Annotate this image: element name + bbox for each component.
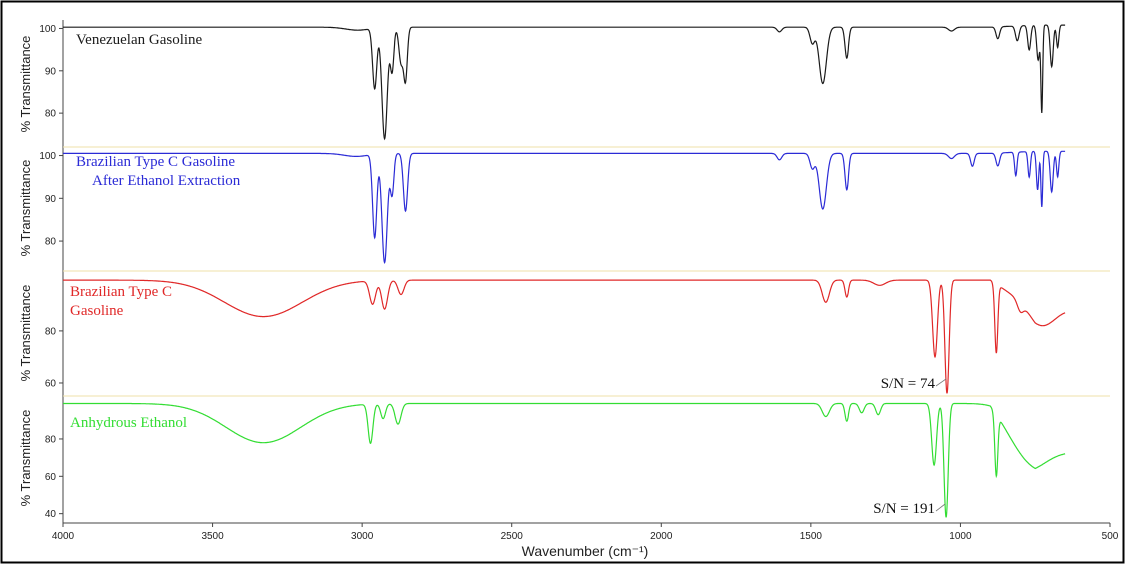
- x-tick-label: 4000: [52, 531, 75, 542]
- y-axis-ticks: 80 90 100 80 90 100 60 80 40 60 80: [39, 24, 63, 520]
- y-axis-label-p4: % Transmittance: [18, 410, 33, 507]
- annotation-leader-p3: [935, 378, 947, 387]
- x-tick-label: 3000: [351, 531, 374, 542]
- x-tick-label: 2500: [501, 531, 524, 542]
- y-tick-label-p4: 40: [45, 509, 57, 520]
- series-label-p4: Anhydrous Ethanol: [70, 415, 187, 431]
- series-label-p2: After Ethanol Extraction: [92, 173, 241, 189]
- y-tick-label-p4: 60: [45, 472, 57, 483]
- x-axis-ticks: 4000 3500 3000 2500 2000 1500 1000 500: [52, 523, 1119, 542]
- spectra-series: [63, 24, 1066, 518]
- y-axis-label-p1: % Transmittance: [18, 36, 33, 133]
- spectrum-line-p1: [63, 24, 1066, 141]
- series-label-p2: Brazilian Type C Gasoline: [76, 154, 235, 170]
- y-tick-label-p2: 90: [45, 194, 57, 205]
- spectrum-line-p2: [63, 150, 1066, 264]
- series-labels: Venezuelan Gasoline Brazilian Type C Gaso…: [70, 32, 241, 431]
- y-tick-label-p4: 80: [45, 434, 57, 445]
- x-axis-label: Wavenumber (cm⁻¹): [522, 543, 649, 559]
- y-tick-label-p1: 90: [45, 66, 57, 77]
- x-tick-label: 1000: [949, 531, 972, 542]
- y-tick-label-p2: 100: [39, 151, 56, 162]
- annotation-text-p4: S/N = 191: [873, 501, 935, 517]
- y-tick-label-p3: 80: [45, 326, 57, 337]
- y-axis-label-p3: % Transmittance: [18, 285, 33, 382]
- spectrum-line-p3: [63, 279, 1066, 394]
- series-label-p1: Venezuelan Gasoline: [76, 32, 203, 48]
- annotations: S/N = 74 S/N = 191: [873, 376, 947, 517]
- y-tick-label-p3: 60: [45, 378, 57, 389]
- series-label-p3: Brazilian Type C: [70, 284, 172, 300]
- x-tick-label: 3500: [201, 531, 224, 542]
- y-axis-label-p2: % Transmittance: [18, 160, 33, 257]
- annotation-leader-p4: [935, 503, 946, 512]
- x-tick-label: 2000: [650, 531, 673, 542]
- series-label-p3: Gasoline: [70, 303, 124, 319]
- annotation-text-p3: S/N = 74: [881, 376, 936, 392]
- y-tick-label-p1: 80: [45, 109, 57, 120]
- y-tick-label-p2: 80: [45, 237, 57, 248]
- spectrum-line-p4: [63, 402, 1066, 518]
- x-tick-label: 1500: [800, 531, 823, 542]
- y-tick-label-p1: 100: [39, 24, 56, 35]
- x-tick-label: 500: [1102, 531, 1119, 542]
